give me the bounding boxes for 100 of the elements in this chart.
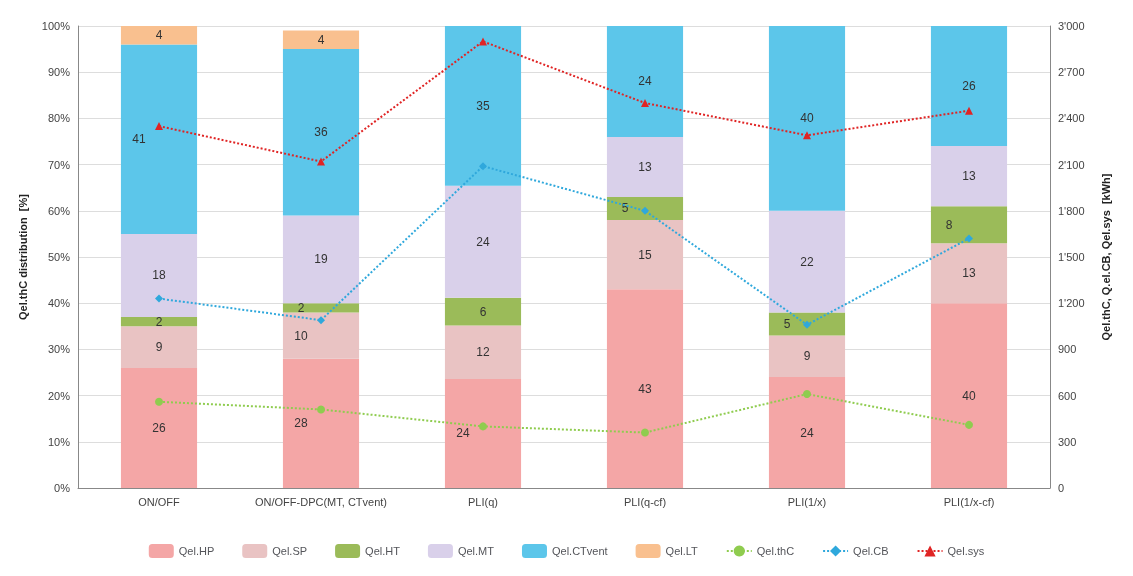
- data-label: 18: [152, 268, 166, 283]
- y2-tick-label: 900: [1058, 343, 1077, 356]
- bar: [930, 146, 1008, 207]
- y2-tick-label: 2'100: [1058, 158, 1085, 171]
- y-axis-title: Qel.thC distribution [%]: [16, 193, 29, 320]
- bar: [930, 206, 1008, 244]
- bar: [768, 210, 846, 313]
- x-tick-label: PLI(q-cf): [623, 495, 667, 508]
- point: [479, 37, 487, 46]
- bar: [768, 377, 846, 488]
- data-label: 4: [317, 32, 325, 47]
- bar: [606, 26, 684, 137]
- y-tick-label: 20%: [47, 389, 71, 402]
- point: [479, 162, 487, 171]
- y-tick-label: 60%: [47, 204, 71, 217]
- data-label: 40: [800, 111, 814, 126]
- legend-label: Qel.SP: [272, 545, 308, 557]
- data-label: 13: [962, 266, 976, 281]
- y2-tick-label: 0: [1058, 482, 1065, 494]
- point: [317, 316, 325, 325]
- legend-label: Qel.HT: [365, 545, 401, 557]
- data-label: 26: [962, 79, 976, 94]
- bar: [930, 26, 1008, 147]
- legend-label: Qel.CB: [853, 545, 889, 557]
- data-label: 9: [803, 349, 811, 364]
- data-label: 6: [479, 304, 487, 319]
- data-label: 5: [783, 316, 791, 331]
- point: [803, 320, 811, 329]
- legend-label: Qel.LT: [665, 545, 699, 557]
- data-label: 22: [800, 254, 814, 269]
- data-label: 40: [962, 388, 976, 403]
- x-tick-label: ON/OFF-DPC(MT, CTvent): [255, 495, 387, 508]
- data-label: 13: [962, 169, 976, 184]
- data-label: 24: [476, 234, 490, 249]
- y-tick-label: 10%: [47, 435, 71, 448]
- legend-label: Qel.sys: [947, 545, 985, 557]
- bar: [930, 243, 1008, 304]
- y2-tick-label: 1'200: [1058, 297, 1085, 310]
- data-label: 36: [314, 125, 328, 140]
- bar: [282, 303, 360, 313]
- bar: [768, 312, 846, 336]
- bar: [930, 303, 1008, 488]
- data-label: 2: [155, 314, 163, 329]
- point: [965, 106, 973, 115]
- data-label: 10: [294, 328, 308, 343]
- point: [479, 422, 487, 431]
- bar: [606, 289, 684, 488]
- point: [965, 234, 973, 243]
- bar: [606, 196, 684, 221]
- data-label: 35: [476, 98, 490, 113]
- bar: [120, 317, 198, 327]
- y2-tick-label: 3'000: [1058, 20, 1085, 32]
- bar: [282, 215, 360, 304]
- bar: [282, 358, 360, 488]
- bar: [444, 378, 522, 488]
- point: [155, 397, 163, 406]
- y-tick-label: 90%: [47, 66, 71, 79]
- point: [155, 122, 163, 131]
- data-label: 4: [155, 28, 163, 43]
- y-tick-label: 30%: [47, 343, 71, 356]
- data-label: 9: [155, 340, 163, 355]
- y2-tick-label: 2'700: [1058, 66, 1085, 79]
- point: [803, 131, 811, 140]
- point: [641, 428, 649, 437]
- data-label: 2: [297, 300, 305, 315]
- x-tick-label: PLI(1/x-cf): [943, 495, 995, 508]
- y2-tick-label: 1'800: [1058, 204, 1085, 217]
- y-tick-label: 100%: [41, 20, 71, 32]
- bar: [606, 220, 684, 290]
- bar: [282, 49, 360, 216]
- bar: [120, 26, 198, 45]
- x-tick-label: PLI(q): [468, 495, 498, 508]
- point: [317, 405, 325, 414]
- data-label: 26: [152, 420, 166, 435]
- legend-label: Qel.HP: [178, 545, 215, 557]
- y2-tick-label: 1'500: [1058, 251, 1085, 263]
- y2-tick-label: 600: [1058, 389, 1077, 402]
- bar: [444, 297, 522, 326]
- data-label: 41: [132, 132, 146, 147]
- legend-label: Qel.CTvent: [551, 545, 608, 557]
- legend-label: Qel.MT: [457, 545, 495, 557]
- x-tick-label: PLI(1/x): [787, 495, 827, 508]
- bar: [606, 136, 684, 197]
- data-label: 15: [638, 247, 652, 262]
- point: [317, 157, 325, 166]
- point: [965, 420, 973, 429]
- legend-label: Qel.thC: [756, 545, 795, 557]
- data-label: 8: [945, 217, 953, 232]
- x-tick-label: ON/OFF: [138, 495, 181, 508]
- y2-tick-label: 300: [1058, 435, 1077, 448]
- y-tick-label: 70%: [47, 158, 71, 171]
- bar: [120, 367, 198, 488]
- bar: [444, 26, 522, 186]
- data-label: 24: [456, 426, 470, 441]
- y-tick-label: 80%: [47, 112, 71, 125]
- bar: [768, 26, 846, 211]
- bar: [768, 335, 846, 378]
- y2-tick-label: 2'400: [1058, 112, 1085, 125]
- data-label: 24: [638, 74, 652, 89]
- point: [641, 206, 649, 215]
